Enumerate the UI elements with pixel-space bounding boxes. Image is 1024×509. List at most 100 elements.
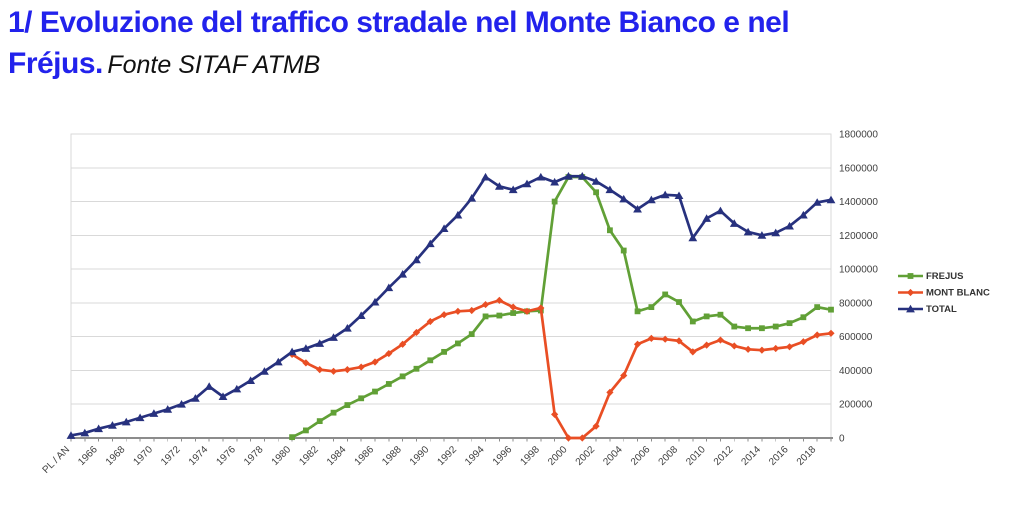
series-total-marker <box>273 357 283 366</box>
series-total-marker <box>633 204 642 213</box>
series-total-marker <box>660 190 670 199</box>
series-mont-blanc-marker <box>468 306 476 315</box>
series-mont-blanc-marker <box>495 296 503 304</box>
series-mont-blanc-marker <box>675 337 683 345</box>
series-frejus-marker <box>413 365 420 372</box>
series-frejus-marker <box>731 323 738 330</box>
series-mont-blanc-marker <box>744 345 752 353</box>
x-axis-tick-label: 1992 <box>436 444 460 468</box>
series-frejus-marker <box>828 306 834 313</box>
series-total-marker <box>246 376 256 384</box>
series-total-marker <box>342 324 352 332</box>
series-mont-blanc-marker <box>633 340 642 348</box>
series-total-marker <box>508 185 518 194</box>
series-mont-blanc-marker <box>399 340 407 348</box>
x-axis-tick-label: 2014 <box>740 444 764 468</box>
series-mont-blanc-marker <box>343 366 351 374</box>
series-frejus-marker <box>358 395 365 402</box>
series-total-marker <box>646 195 656 204</box>
series-mont-blanc-marker <box>551 410 559 418</box>
x-axis-tick-label: PL / AN <box>41 444 72 475</box>
legend-marker-frejus <box>907 273 914 279</box>
series-frejus-marker <box>607 227 613 234</box>
series-frejus-marker <box>759 325 765 332</box>
series-total-marker <box>66 431 76 439</box>
x-axis-tick-label: 2000 <box>546 444 570 468</box>
x-axis-tick-label: 2008 <box>657 444 681 468</box>
y-axis-tick-label: 800000 <box>839 298 873 309</box>
series-mont-blanc-marker <box>412 328 421 337</box>
series-frejus-marker <box>316 418 323 425</box>
series-frejus-marker <box>620 247 627 254</box>
series-total-marker <box>481 172 490 181</box>
series-total-marker <box>716 206 725 215</box>
series-mont-blanc-marker <box>772 344 780 353</box>
series-frejus-marker <box>330 409 337 416</box>
series-mont-blanc-marker <box>454 307 462 315</box>
series-mont-blanc-marker <box>606 388 614 396</box>
x-axis-tick-label: 1988 <box>380 444 404 468</box>
y-axis-tick-label: 200000 <box>839 400 873 411</box>
x-axis-tick-label: 1998 <box>518 444 542 468</box>
x-axis-tick-label: 2010 <box>684 444 708 468</box>
y-axis-tick-label: 1400000 <box>839 197 878 208</box>
series-frejus-marker <box>455 340 461 347</box>
series-frejus-marker <box>745 325 751 332</box>
x-axis-tick-label: 1974 <box>187 444 211 468</box>
series-total-marker <box>688 233 698 242</box>
series-frejus-marker <box>496 312 503 319</box>
series-frejus-marker <box>703 313 710 320</box>
series-frejus-marker <box>634 308 641 315</box>
series-frejus-marker <box>468 331 475 338</box>
x-axis-tick-label: 1976 <box>214 444 238 468</box>
series-mont-blanc-marker <box>302 359 310 367</box>
series-mont-blanc-marker <box>592 422 600 430</box>
series-frejus-marker <box>717 311 724 318</box>
series-total-marker <box>467 193 477 202</box>
series-mont-blanc-marker <box>426 317 434 326</box>
series-mont-blanc-marker <box>647 334 655 342</box>
series-total-marker <box>218 392 228 401</box>
x-axis-tick-label: 2002 <box>574 444 598 468</box>
y-axis-tick-label: 1600000 <box>839 163 878 174</box>
series-total-marker <box>80 428 90 437</box>
series-total-marker <box>550 177 560 186</box>
legend-label-mont-blanc: MONT BLANC <box>926 288 990 299</box>
series-total-marker <box>702 214 712 222</box>
series-total-marker <box>287 347 297 356</box>
series-total-marker <box>163 405 173 413</box>
series-frejus-marker <box>482 313 489 320</box>
x-axis-tick-label: 1966 <box>76 444 100 468</box>
series-total-marker <box>743 227 753 236</box>
figure-source: Fonte SITAF ATMB <box>107 51 321 79</box>
series-total-marker <box>315 339 325 347</box>
series-mont-blanc-marker <box>689 348 697 356</box>
series-total-marker <box>149 409 159 417</box>
series-total-marker <box>135 413 145 422</box>
series-frejus-marker <box>772 323 779 330</box>
figure-title-line1: 1/ Evoluzione del traffico stradale nel … <box>8 6 790 39</box>
figure-title-line2: Fréjus. Fonte SITAF ATMB <box>8 43 1018 89</box>
series-mont-blanc-marker <box>730 342 738 350</box>
series-total-marker <box>204 382 214 390</box>
series-frejus-marker <box>786 320 793 327</box>
series-total-line <box>70 174 832 437</box>
series-mont-blanc-marker <box>661 335 669 343</box>
series-total-marker <box>412 255 421 264</box>
figure-title: 1/ Evoluzione del traffico stradale nel … <box>8 2 1018 89</box>
series-frejus-marker <box>689 318 696 325</box>
x-axis-tick-label: 1984 <box>325 444 349 468</box>
series-total-marker <box>260 367 269 375</box>
series-mont-blanc-marker <box>523 307 531 315</box>
series-mont-blanc-marker <box>827 329 835 337</box>
series-total-marker <box>425 239 435 248</box>
x-axis-tick-label: 2004 <box>601 444 625 468</box>
x-axis-tick-label: 1994 <box>463 444 487 468</box>
series-mont-blanc-marker <box>481 300 490 309</box>
x-axis-tick-label: 2018 <box>795 444 819 468</box>
x-axis-tick-label: 1972 <box>159 444 183 468</box>
series-total-marker <box>591 177 601 185</box>
series-total-marker <box>771 228 781 237</box>
series-frejus-marker <box>648 304 655 311</box>
series-total-marker <box>356 311 366 319</box>
